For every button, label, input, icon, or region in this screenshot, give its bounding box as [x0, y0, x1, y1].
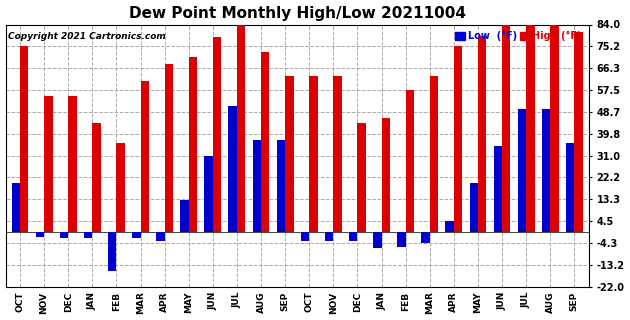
Bar: [566, 143, 575, 232]
Bar: [117, 143, 125, 232]
Bar: [84, 232, 93, 238]
Bar: [550, 25, 559, 232]
Bar: [526, 25, 535, 232]
Bar: [20, 46, 28, 232]
Bar: [373, 232, 382, 248]
Bar: [430, 76, 438, 232]
Bar: [575, 32, 583, 232]
Bar: [494, 146, 502, 232]
Bar: [333, 76, 341, 232]
Legend: Low  (°F), High (°F): Low (°F), High (°F): [453, 29, 584, 43]
Bar: [502, 25, 510, 232]
Bar: [237, 25, 245, 232]
Bar: [285, 76, 294, 232]
Bar: [277, 140, 285, 232]
Bar: [421, 232, 430, 244]
Bar: [454, 45, 462, 232]
Bar: [261, 52, 270, 232]
Bar: [11, 183, 20, 232]
Bar: [189, 57, 197, 232]
Bar: [180, 200, 189, 232]
Bar: [478, 36, 486, 232]
Bar: [156, 232, 164, 241]
Bar: [325, 232, 333, 241]
Bar: [445, 221, 454, 232]
Bar: [93, 124, 101, 232]
Text: Copyright 2021 Cartronics.com: Copyright 2021 Cartronics.com: [8, 32, 166, 41]
Title: Dew Point Monthly High/Low 20211004: Dew Point Monthly High/Low 20211004: [129, 5, 466, 20]
Bar: [164, 64, 173, 232]
Bar: [68, 96, 77, 232]
Bar: [229, 106, 237, 232]
Bar: [397, 232, 406, 247]
Bar: [140, 81, 149, 232]
Bar: [108, 232, 117, 271]
Bar: [301, 232, 309, 241]
Bar: [349, 232, 357, 241]
Bar: [132, 232, 140, 238]
Bar: [253, 140, 261, 232]
Bar: [44, 96, 52, 232]
Bar: [36, 232, 44, 237]
Bar: [406, 90, 414, 232]
Bar: [382, 118, 390, 232]
Bar: [542, 108, 550, 232]
Bar: [213, 37, 221, 232]
Bar: [518, 108, 526, 232]
Bar: [309, 76, 318, 232]
Bar: [469, 183, 478, 232]
Bar: [357, 124, 366, 232]
Bar: [204, 156, 213, 232]
Bar: [60, 232, 68, 238]
